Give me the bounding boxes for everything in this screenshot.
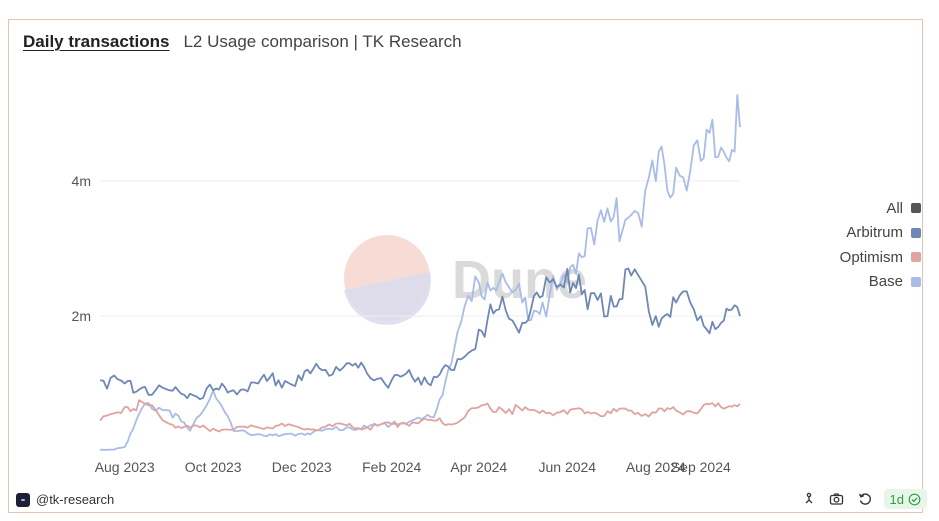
author-name: @tk-research (36, 492, 115, 507)
legend-label: All (886, 199, 903, 217)
chart-subtitle: L2 Usage comparison | TK Research (183, 32, 462, 51)
legend-label: Arbitrum (846, 224, 903, 242)
x-tick-label: Feb 2024 (362, 459, 421, 475)
legend-swatch (911, 203, 921, 214)
check-circle-icon (908, 493, 921, 505)
x-tick-label: Dec 2023 (272, 459, 332, 475)
author-avatar-icon (16, 492, 30, 507)
legend-swatch (911, 227, 921, 238)
chart-actions: 1d (800, 489, 927, 509)
x-tick-label: Apr 2024 (450, 459, 507, 475)
refresh-interval-label: 1d (889, 491, 904, 507)
x-tick-label: Oct 2023 (185, 459, 242, 475)
legend-label: Optimism (839, 248, 903, 266)
camera-icon[interactable] (828, 490, 846, 508)
fork-icon[interactable] (800, 490, 818, 508)
legend-item-optimism[interactable]: Optimism (761, 245, 921, 270)
series-line-optimism (99, 399, 741, 433)
x-tick-label: Jun 2024 (538, 459, 596, 475)
series-line-arbitrum (99, 267, 741, 401)
chart-title[interactable]: Daily transactions (23, 32, 170, 51)
y-tick-label: 4m (72, 173, 91, 189)
legend-item-base[interactable]: Base (761, 270, 921, 295)
x-tick-label: Sep 2024 (671, 459, 731, 475)
legend-item-arbitrum[interactable]: Arbitrum (761, 221, 921, 246)
refresh-interval-badge[interactable]: 1d (883, 489, 927, 509)
x-tick-label: Aug 2024 (626, 459, 686, 475)
x-tick-label: Aug 2023 (95, 459, 155, 475)
chart-legend: All Arbitrum Optimism Base (761, 196, 921, 294)
author-badge[interactable]: @tk-research (16, 492, 114, 507)
watermark-logo-bottom (344, 272, 431, 325)
legend-swatch (911, 252, 921, 263)
chart-card: Daily transactions L2 Usage comparison |… (8, 19, 923, 513)
legend-swatch (911, 276, 921, 287)
legend-item-all[interactable]: All (761, 196, 921, 221)
chart-header: Daily transactions L2 Usage comparison |… (23, 32, 462, 52)
y-tick-label: 2m (72, 308, 91, 324)
series-line-base (99, 94, 741, 451)
legend-label: Base (868, 273, 903, 291)
refresh-icon[interactable] (856, 490, 874, 508)
